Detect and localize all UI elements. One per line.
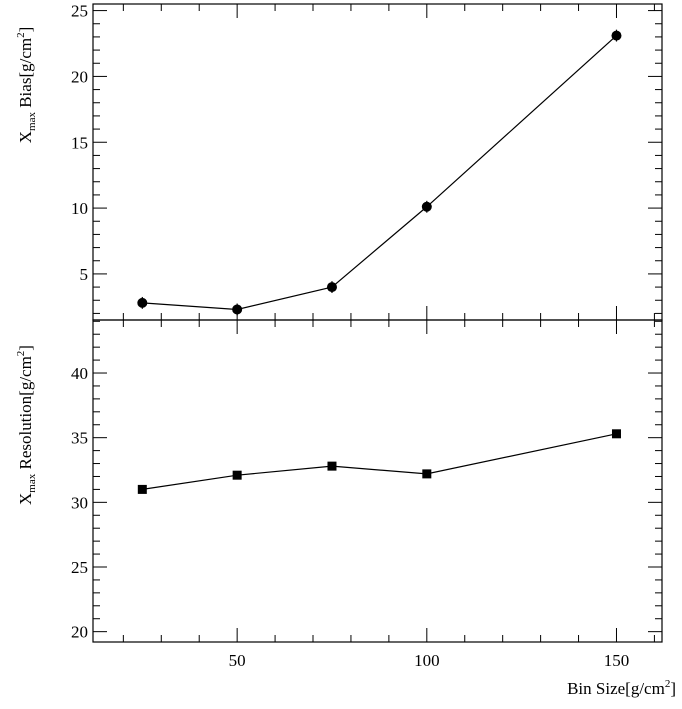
top-ylabel-main: X xyxy=(16,131,35,143)
bottom-ylabel-main: X xyxy=(16,493,35,505)
top-data-point xyxy=(326,282,337,293)
bottom-ylabel-close: ] xyxy=(16,345,35,351)
top-ylabel-rest: Bias[g/cm xyxy=(16,38,35,112)
bottom-data-point xyxy=(137,484,147,494)
bottom-series-line xyxy=(142,433,617,490)
bottom-ylabel-sub: max xyxy=(26,473,38,492)
top-panel-series xyxy=(137,29,622,316)
top-panel-frame xyxy=(92,3,663,321)
top-ytick-label: 25 xyxy=(71,2,88,21)
top-data-point xyxy=(611,30,622,41)
bottom-ylabel-sup: 2 xyxy=(15,351,27,357)
bottom-panel-frame xyxy=(92,319,663,643)
top-ytick-label: 15 xyxy=(71,133,88,152)
top-series-line xyxy=(142,35,617,311)
top-ytick-label: 20 xyxy=(71,67,88,86)
bottom-ytick-label: 35 xyxy=(71,429,88,448)
x-axis-title: Bin Size[g/cm2] xyxy=(567,678,676,698)
bottom-y-axis-title: Xmax Resolution[g/cm2] xyxy=(15,345,38,505)
bottom-ytick-label: 20 xyxy=(71,623,88,642)
bottom-ylabel-rest: Resolution[g/cm xyxy=(16,356,35,474)
top-data-point xyxy=(421,201,432,212)
xlabel-close: ] xyxy=(670,679,676,698)
top-data-point xyxy=(137,297,148,308)
top-ytick-label: 10 xyxy=(71,199,88,218)
xtick-label: 50 xyxy=(229,651,246,670)
bottom-data-point xyxy=(422,469,432,479)
xlabel-main: Bin Size[g/cm xyxy=(567,679,665,698)
bottom-data-point xyxy=(327,461,337,471)
bottom-ytick-label: 40 xyxy=(71,364,88,383)
top-data-point xyxy=(232,304,243,315)
bottom-panel-series xyxy=(137,429,621,494)
top-panel-ticks: 5 10 15 20 25 xyxy=(71,2,662,320)
xtick-label: 150 xyxy=(604,651,630,670)
bottom-ytick-label: 30 xyxy=(71,493,88,512)
top-ytick-label: 5 xyxy=(80,265,89,284)
bottom-panel-ticks: 20 25 30 35 40 50 100 150 xyxy=(71,320,662,670)
top-y-axis-title: Xmax Bias[g/cm2] xyxy=(15,27,38,144)
bottom-data-point xyxy=(611,429,621,439)
xtick-label: 100 xyxy=(414,651,440,670)
bottom-data-point xyxy=(232,470,242,480)
top-ylabel-close: ] xyxy=(16,27,35,33)
top-ylabel-sub: max xyxy=(26,112,38,131)
xlabel-sup: 2 xyxy=(665,678,671,690)
bottom-ytick-label: 25 xyxy=(71,558,88,577)
top-ylabel-sup: 2 xyxy=(15,32,27,38)
